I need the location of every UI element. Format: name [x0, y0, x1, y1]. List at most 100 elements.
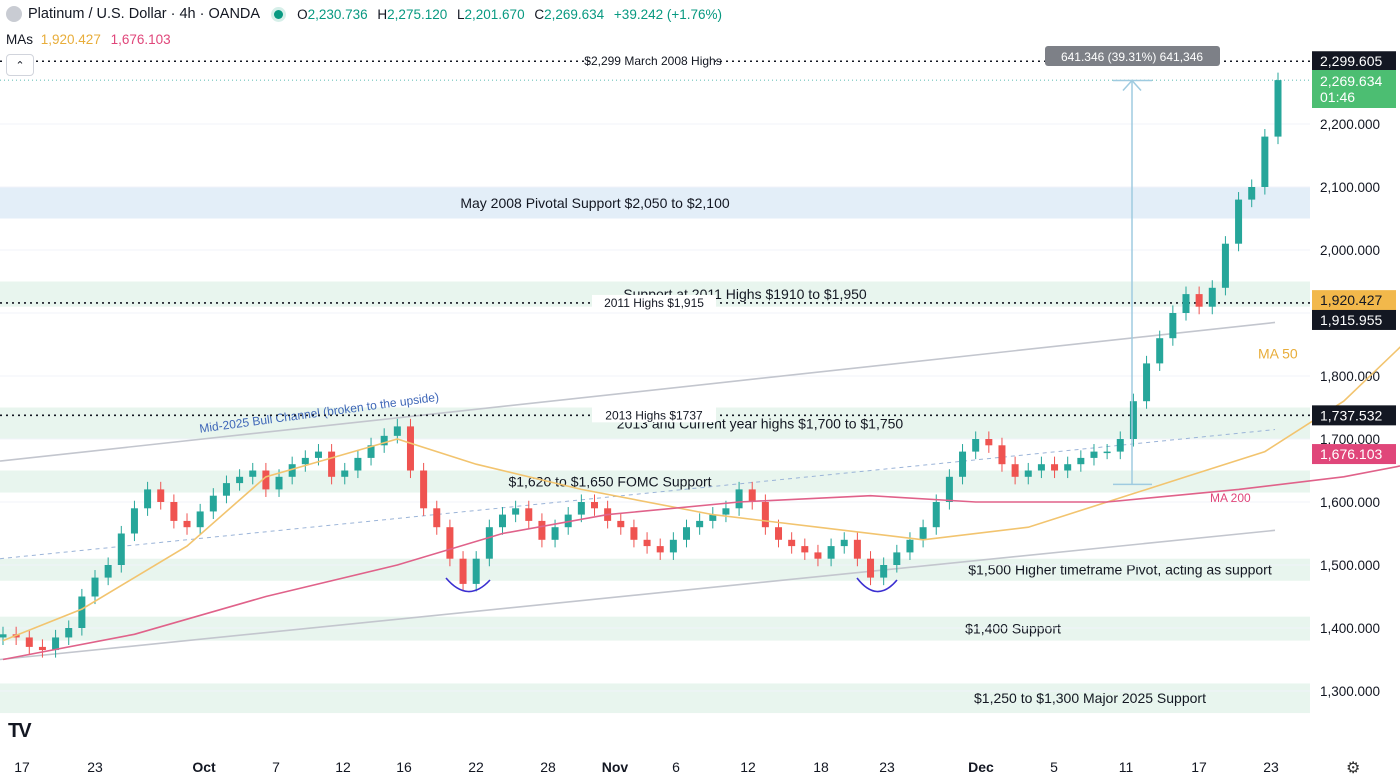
current-price-box: [1312, 70, 1396, 108]
candle-body: [222, 483, 230, 496]
candle-body: [814, 552, 822, 559]
x-tick-label-5: 16: [396, 759, 412, 775]
candle-body: [617, 520, 625, 528]
level-label-0: $2,299 March 2008 Highs: [584, 54, 721, 68]
candle-body: [775, 527, 783, 540]
candle-body: [65, 628, 73, 638]
x-tick-label-13: Dec: [968, 759, 994, 775]
zone-label-6: $1,250 to $1,300 Major 2025 Support: [974, 690, 1206, 706]
candle-body: [472, 558, 480, 584]
candle-body: [1143, 363, 1151, 402]
ma50-price-box: 1,920.427: [1320, 292, 1382, 308]
chart-title[interactable]: Platinum / U.S. Dollar · 4h · OANDA: [28, 6, 261, 22]
candle-body: [104, 565, 112, 578]
candle-body: [590, 502, 598, 509]
candle-body: [354, 457, 362, 471]
candle-body: [275, 476, 283, 490]
candle-body: [144, 489, 152, 509]
zone-label-0: May 2008 Pivotal Support $2,050 to $2,10…: [460, 195, 730, 211]
candle-body: [1077, 457, 1085, 465]
candle-body: [433, 508, 441, 528]
x-tick-label-17: 23: [1263, 759, 1279, 775]
candle-body: [1090, 451, 1098, 458]
countdown-label: 01:46: [1320, 89, 1355, 105]
candle-body: [314, 451, 322, 458]
y-tick-label-7: 2,000.000: [1320, 243, 1380, 258]
support-zone-5: [0, 616, 1310, 641]
y-tick-label-5: 1,800.000: [1320, 369, 1380, 384]
candle-body: [393, 426, 401, 436]
candle-body: [130, 508, 138, 534]
x-tick-label-14: 5: [1050, 759, 1058, 775]
candle-body: [827, 546, 835, 559]
candle-body: [196, 511, 204, 528]
candle-body: [656, 546, 664, 553]
tradingview-logo[interactable]: TV: [8, 720, 32, 742]
ma50-line: [2, 346, 1400, 642]
candle-body: [328, 451, 336, 477]
candle-body: [25, 637, 33, 647]
channel-mid-line: [0, 429, 1276, 560]
candle-body: [459, 558, 467, 584]
candle-body: [0, 634, 7, 638]
measure-arrowhead: [1122, 79, 1142, 92]
candle-body: [801, 546, 809, 553]
level-price-1737: 1,737.532: [1320, 407, 1382, 423]
candle-body: [669, 539, 677, 553]
candle-body: [788, 539, 796, 547]
candle-body: [367, 445, 375, 458]
level-price-2299: 2,299.605: [1320, 53, 1382, 69]
x-tick-label-16: 17: [1191, 759, 1207, 775]
x-tick-label-1: 23: [87, 759, 103, 775]
candle-body: [761, 502, 769, 528]
gear-icon[interactable]: ⚙: [1346, 760, 1361, 777]
candle-body: [1051, 464, 1059, 471]
candle-body: [512, 508, 520, 515]
bottom-arc-1: [445, 577, 491, 593]
support-zone-3: [0, 470, 1310, 493]
candle-body: [1156, 338, 1164, 364]
chart-header: Platinum / U.S. Dollar · 4h · OANDA O2,2…: [6, 6, 728, 22]
candle-body: [38, 646, 46, 651]
candle-body: [696, 520, 704, 528]
channel-lower-line: [0, 529, 1276, 661]
candle-body: [1129, 401, 1137, 439]
candle-body: [919, 527, 927, 540]
x-tick-label-6: 22: [468, 759, 484, 775]
candle-body: [748, 489, 756, 502]
x-tick-label-0: 17: [14, 759, 30, 775]
candle-body: [117, 533, 125, 565]
candle-body: [972, 439, 980, 452]
zone-label-5: $1,400 Support: [965, 621, 1061, 637]
collapse-legend-button[interactable]: ⌃: [6, 54, 34, 76]
candle-body: [1261, 136, 1269, 187]
ma-legend-label: MAs: [6, 32, 33, 47]
candle-body: [1221, 243, 1229, 288]
candle-body: [735, 489, 743, 509]
level-label-2: 2013 Highs $1737: [605, 408, 703, 422]
ma50-value: 1,920.427: [40, 32, 101, 47]
candle-body: [1274, 80, 1282, 137]
y-tick-label-2: 1,500.000: [1320, 558, 1380, 573]
platinum-symbol-icon: [6, 6, 22, 22]
x-tick-label-2: Oct: [192, 759, 216, 775]
level-price-1737-bg: [1312, 405, 1396, 426]
y-tick-label-3: 1,600.000: [1320, 495, 1380, 510]
candle-body: [91, 577, 99, 597]
candle-body: [341, 470, 349, 477]
candle-body: [722, 508, 730, 515]
zone-label-4: $1,500 Higher timeframe Pivot, acting as…: [968, 562, 1272, 578]
x-tick-label-15: 11: [1119, 759, 1134, 775]
candle-body: [157, 489, 165, 502]
support-zone-6: [0, 683, 1310, 714]
ma50-price-box-bg: [1312, 290, 1396, 311]
candle-body: [249, 470, 257, 477]
y-tick-label-0: 1,300.000: [1320, 684, 1380, 699]
candle-body: [262, 470, 270, 490]
chevron-up-icon: ⌃: [15, 59, 25, 72]
candle-body: [78, 596, 86, 628]
ma-legend[interactable]: MAs 1,920.427 1,676.103: [6, 32, 171, 47]
price-change: +39.242 (+1.76%): [613, 6, 723, 22]
x-tick-label-12: 23: [879, 759, 895, 775]
